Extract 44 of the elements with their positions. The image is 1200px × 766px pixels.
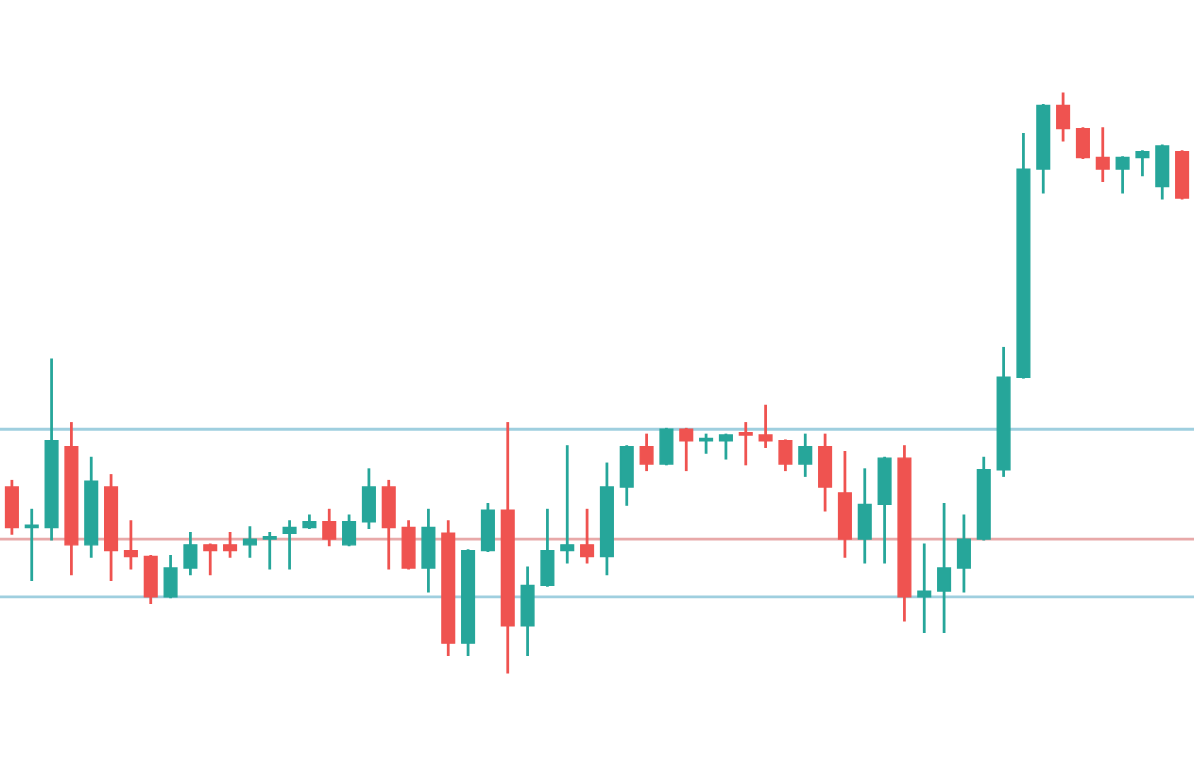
candlestick: [520, 566, 535, 657]
candlestick: [956, 514, 971, 593]
candlestick: [1075, 127, 1090, 159]
candlestick: [4, 479, 19, 535]
candlestick: [560, 445, 575, 564]
candlestick: [163, 555, 178, 599]
candlestick: [242, 526, 257, 558]
candlestick: [937, 503, 952, 633]
candlestick: [1155, 144, 1170, 200]
candlestick: [679, 427, 694, 472]
candlestick: [223, 531, 238, 558]
candlestick: [123, 520, 138, 570]
candlestick: [857, 468, 872, 564]
candlestick: [659, 427, 674, 466]
candlestick: [778, 439, 793, 472]
candlestick: [421, 508, 436, 593]
candlestick: [1095, 127, 1110, 183]
candlestick: [342, 514, 357, 547]
candlestick: [818, 433, 833, 512]
candlestick: [718, 433, 733, 460]
candlestick: [143, 555, 158, 605]
candlestick: [401, 520, 416, 570]
candlestick: [203, 543, 218, 576]
candlestick: [1056, 92, 1071, 142]
candlestick: [1175, 150, 1190, 200]
candlestick: [639, 433, 654, 472]
candlestick: [183, 531, 198, 576]
candlestick: [580, 508, 595, 564]
candlestick: [798, 433, 813, 477]
candlestick: [738, 422, 753, 466]
candlestick: [381, 479, 396, 570]
candlestick: [480, 503, 495, 553]
candlestick: [282, 520, 297, 570]
candlestick: [619, 445, 634, 506]
candlestick: [1135, 150, 1150, 177]
candlestick: [917, 543, 932, 633]
candlestick: [1115, 156, 1130, 194]
candlestick: [837, 450, 852, 558]
candlestick: [540, 508, 555, 587]
candlestick: [361, 468, 376, 529]
candlestick: [322, 508, 337, 547]
candlestick: [877, 456, 892, 564]
candlestick: [758, 404, 773, 448]
candlestick: [262, 531, 277, 570]
